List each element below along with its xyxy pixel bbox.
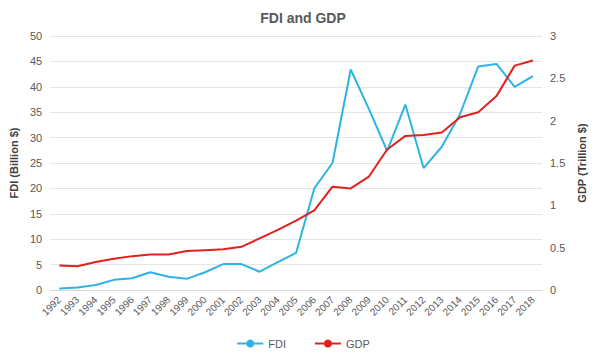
svg-text:3: 3 <box>550 30 556 42</box>
svg-text:GDP: GDP <box>346 338 370 350</box>
svg-text:2007: 2007 <box>313 294 337 318</box>
svg-text:15: 15 <box>30 208 42 220</box>
svg-text:2001: 2001 <box>204 294 228 318</box>
svg-text:30: 30 <box>30 132 42 144</box>
svg-text:40: 40 <box>30 81 42 93</box>
svg-text:2000: 2000 <box>185 294 209 318</box>
svg-text:10: 10 <box>30 233 42 245</box>
svg-text:1999: 1999 <box>167 294 191 318</box>
svg-text:2002: 2002 <box>222 294 246 318</box>
svg-text:2015: 2015 <box>459 294 483 318</box>
svg-text:2018: 2018 <box>513 294 537 318</box>
svg-text:1: 1 <box>550 199 556 211</box>
svg-text:1994: 1994 <box>76 294 100 318</box>
svg-text:1992: 1992 <box>40 294 64 318</box>
svg-text:20: 20 <box>30 182 42 194</box>
svg-text:2005: 2005 <box>276 294 300 318</box>
svg-text:2004: 2004 <box>258 294 282 318</box>
svg-text:2: 2 <box>550 115 556 127</box>
svg-text:2011: 2011 <box>386 294 409 317</box>
svg-text:25: 25 <box>30 157 42 169</box>
svg-text:FDI (Billion $): FDI (Billion $) <box>8 127 20 198</box>
svg-text:2012: 2012 <box>404 294 428 318</box>
svg-text:GDP (Trillion $): GDP (Trillion $) <box>576 123 588 203</box>
svg-text:1.5: 1.5 <box>550 157 565 169</box>
svg-text:1998: 1998 <box>149 294 173 318</box>
svg-text:2003: 2003 <box>240 294 264 318</box>
svg-text:2008: 2008 <box>331 294 355 318</box>
svg-text:FDI: FDI <box>268 338 286 350</box>
svg-text:1996: 1996 <box>113 294 137 318</box>
svg-text:35: 35 <box>30 106 42 118</box>
svg-text:0: 0 <box>550 284 556 296</box>
svg-text:2006: 2006 <box>295 294 319 318</box>
svg-text:2010: 2010 <box>368 294 392 318</box>
svg-text:1995: 1995 <box>94 294 118 318</box>
svg-text:2009: 2009 <box>349 294 373 318</box>
svg-text:0.5: 0.5 <box>550 242 565 254</box>
svg-text:1993: 1993 <box>58 294 82 318</box>
svg-text:2017: 2017 <box>495 294 519 318</box>
svg-text:2.5: 2.5 <box>550 72 565 84</box>
svg-text:45: 45 <box>30 55 42 67</box>
svg-text:2014: 2014 <box>440 294 464 318</box>
svg-text:2013: 2013 <box>422 294 446 318</box>
svg-text:5: 5 <box>36 259 42 271</box>
svg-text:2016: 2016 <box>477 294 501 318</box>
svg-text:50: 50 <box>30 30 42 42</box>
svg-text:0: 0 <box>36 284 42 296</box>
svg-text:1997: 1997 <box>131 294 155 318</box>
svg-text:FDI and GDP: FDI and GDP <box>260 10 346 26</box>
